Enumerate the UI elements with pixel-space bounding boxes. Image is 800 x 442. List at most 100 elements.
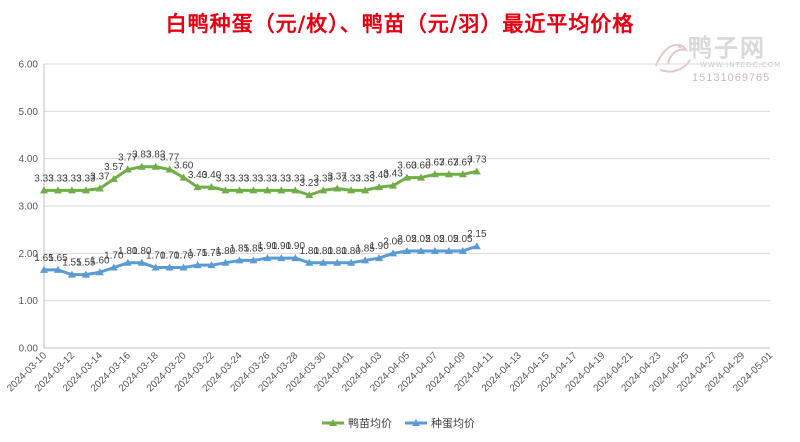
data-point xyxy=(291,254,300,262)
data-point xyxy=(123,165,132,173)
data-point xyxy=(347,258,356,266)
data-point xyxy=(95,268,104,276)
data-point xyxy=(81,270,90,278)
data-label: 1.80 xyxy=(313,246,333,257)
legend-label: 种蛋均价 xyxy=(431,416,475,430)
data-point xyxy=(458,246,467,254)
data-point xyxy=(263,186,272,194)
data-label: 1.55 xyxy=(76,258,96,269)
data-label: 2.05 xyxy=(425,234,445,245)
data-point xyxy=(40,186,48,194)
data-label: 3.33 xyxy=(76,173,96,184)
data-point xyxy=(403,246,411,254)
data-point xyxy=(193,183,202,191)
data-label: 2.05 xyxy=(397,234,417,245)
data-point xyxy=(207,183,216,191)
data-label: 2.05 xyxy=(411,234,431,245)
data-label: 3.33 xyxy=(272,173,292,184)
data-label: 3.83 xyxy=(146,150,166,161)
data-point xyxy=(193,261,202,269)
data-label: 1.80 xyxy=(118,246,138,257)
data-point xyxy=(472,242,481,250)
data-label: 3.33 xyxy=(244,173,264,184)
data-point xyxy=(179,173,188,181)
data-label: 3.43 xyxy=(383,169,403,180)
data-point xyxy=(221,258,230,266)
data-label: 3.33 xyxy=(286,173,306,184)
data-point xyxy=(109,263,118,271)
data-label: 1.70 xyxy=(104,251,124,262)
data-label: 3.33 xyxy=(258,173,278,184)
data-point xyxy=(277,254,286,262)
data-label: 3.37 xyxy=(327,171,347,182)
watermark-name: 鸭子网 xyxy=(688,33,766,62)
data-point xyxy=(277,186,286,194)
data-point xyxy=(179,263,188,271)
data-point xyxy=(235,256,244,264)
data-label: 2.00 xyxy=(383,236,403,247)
data-label: 1.85 xyxy=(244,243,264,254)
data-label: 3.77 xyxy=(160,153,180,164)
data-label: 1.85 xyxy=(355,243,375,254)
y-tick-label: 1.00 xyxy=(19,296,39,307)
data-label: 1.70 xyxy=(146,251,166,262)
duck-logo-icon xyxy=(655,43,691,73)
data-point xyxy=(291,186,300,194)
data-label: 1.80 xyxy=(341,246,361,257)
data-point xyxy=(333,184,342,192)
data-label: 3.23 xyxy=(300,178,320,189)
data-label: 1.80 xyxy=(300,246,320,257)
watermark-site: WWW.INTEDC.COM xyxy=(700,61,782,69)
data-label: 3.67 xyxy=(425,157,445,168)
data-point xyxy=(53,265,62,273)
data-label: 3.33 xyxy=(62,173,82,184)
data-point xyxy=(319,186,328,194)
data-label: 1.75 xyxy=(188,248,208,259)
data-point xyxy=(207,261,216,269)
data-point xyxy=(67,186,76,194)
data-label: 1.90 xyxy=(272,241,292,252)
data-label: 1.65 xyxy=(48,253,68,264)
data-label: 3.77 xyxy=(118,153,138,164)
data-point xyxy=(444,246,453,254)
data-point xyxy=(305,258,314,266)
data-label: 1.90 xyxy=(258,241,278,252)
data-label: 3.40 xyxy=(202,170,222,181)
data-label: 1.70 xyxy=(160,251,180,262)
data-point xyxy=(165,165,174,173)
data-point xyxy=(403,173,411,181)
data-point xyxy=(81,186,90,194)
watermark-phone: 15131069765 xyxy=(692,72,771,84)
data-label: 1.85 xyxy=(230,243,250,254)
data-label: 3.40 xyxy=(369,170,389,181)
data-label: 3.83 xyxy=(132,150,152,161)
data-label: 1.65 xyxy=(34,253,54,264)
data-point xyxy=(235,186,244,194)
data-point xyxy=(165,263,174,271)
y-tick-label: 4.00 xyxy=(19,154,39,165)
data-point xyxy=(430,170,439,178)
data-point xyxy=(430,246,439,254)
data-point xyxy=(305,191,314,199)
series-1: 3.333.333.333.333.373.573.773.833.833.77… xyxy=(34,150,487,199)
data-label: 3.33 xyxy=(355,173,375,184)
data-point xyxy=(361,256,370,264)
data-point xyxy=(333,258,342,266)
data-label: 1.75 xyxy=(202,248,222,259)
y-tick-label: 0.00 xyxy=(19,344,39,355)
data-label: 2.15 xyxy=(467,229,487,240)
data-point xyxy=(263,254,272,262)
data-label: 3.60 xyxy=(411,161,431,172)
data-point xyxy=(123,258,132,266)
data-point xyxy=(416,246,425,254)
data-point xyxy=(319,258,328,266)
y-axis-ticks: 0.00 1.00 2.00 3.00 4.00 5.00 6.00 xyxy=(19,60,39,355)
data-label: 1.80 xyxy=(327,246,347,257)
data-label: 3.57 xyxy=(104,162,124,173)
data-point xyxy=(389,249,398,257)
data-label: 3.60 xyxy=(174,161,194,172)
data-label: 3.33 xyxy=(48,173,68,184)
data-label: 3.73 xyxy=(467,154,487,165)
data-label: 3.33 xyxy=(34,173,54,184)
data-point xyxy=(361,186,370,194)
